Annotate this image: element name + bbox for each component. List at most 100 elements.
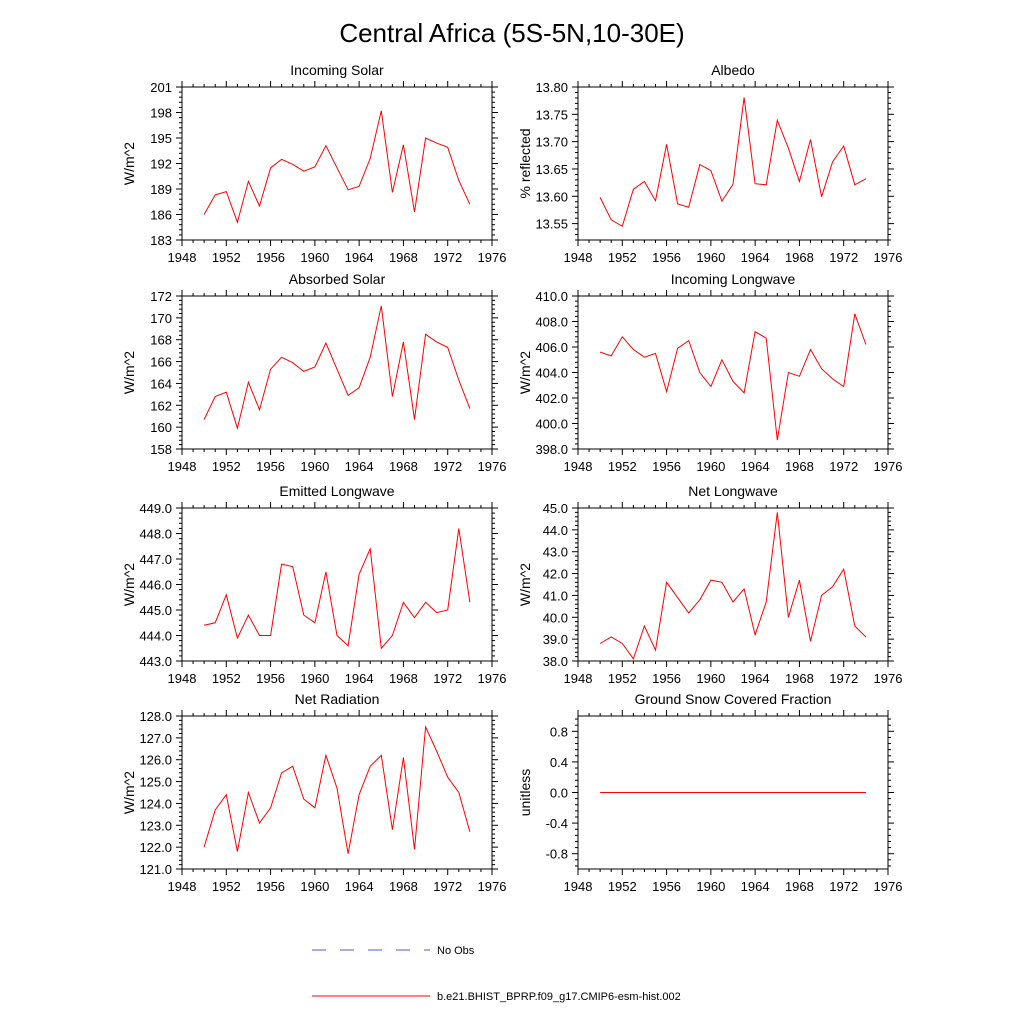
x-tick-label: 1964 [345,671,374,686]
panel-5: Net Longwave W/m^2 1948 1952 1956 1960 1964 196… [517,483,902,686]
y-tick-label: 168 [150,333,172,348]
y-tick-label: 402.0 [535,391,568,406]
series-line [203,305,471,431]
y-tick-label: 43.0 [543,545,568,560]
x-tick-label: 1972 [829,879,858,894]
y-axis-label: W/m^2 [121,142,137,185]
x-tick-label: 1964 [345,879,374,894]
y-axis-label: unitless [517,769,533,816]
x-tick-label: 1956 [652,671,681,686]
x-tick-label: 1960 [696,250,725,265]
y-tick-label: 42.0 [543,567,568,582]
y-tick-label: 408.0 [535,315,568,330]
panel-7: Ground Snow Covered Fraction unitless 1948… [517,691,902,894]
y-tick-label: 0.4 [550,755,568,770]
x-tick-label: 1972 [829,250,858,265]
panel-0: Incoming Solar W/m^2 1948 1952 1956 1960 1964 1… [121,62,506,265]
x-tick-label: 1956 [652,459,681,474]
x-tick-label: 1952 [212,879,241,894]
x-tick-label: 1948 [564,671,593,686]
y-tick-label: 444.0 [139,629,172,644]
y-tick-label: 404.0 [535,366,568,381]
plot-frame [577,295,889,450]
y-tick-label: 158 [150,442,172,457]
y-tick-label: 443.0 [139,654,172,669]
series-line [599,313,867,441]
panels: Incoming Solar W/m^2 1948 1952 1956 1960 1964 1… [121,62,902,894]
series-line [203,110,471,224]
panel-3: Incoming Longwave W/m^2 1948 1952 1956 1960 19… [517,271,902,474]
y-tick-label: 126.0 [139,753,172,768]
y-tick-label: 13.70 [535,135,568,150]
x-tick-label: 1956 [256,671,285,686]
y-tick-label: 195 [150,131,172,146]
x-tick-label: 1976 [478,250,507,265]
y-tick-label: 38.0 [543,654,568,669]
y-tick-label: 45.0 [543,501,568,516]
x-tick-label: 1956 [652,250,681,265]
y-tick-label: 123.0 [139,818,172,833]
x-tick-label: 1960 [696,879,725,894]
x-tick-label: 1976 [874,459,903,474]
x-tick-label: 1948 [168,250,197,265]
y-tick-label: 170 [150,311,172,326]
x-tick-label: 1972 [433,671,462,686]
y-tick-label: 445.0 [139,603,172,618]
y-tick-label: 189 [150,182,172,197]
x-tick-label: 1968 [785,879,814,894]
x-tick-label: 1972 [829,459,858,474]
panel-1: Albedo % reflected 1948 1952 1956 1960 1964 196… [517,62,902,265]
legend-label-model: b.e21.BHIST_BPRP.f09_g17.CMIP6-esm-hist.… [437,991,681,1003]
y-axis-label: W/m^2 [121,351,137,394]
x-tick-label: 1960 [300,879,329,894]
y-tick-label: 40.0 [543,610,568,625]
y-tick-label: 122.0 [139,840,172,855]
x-tick-label: 1960 [300,250,329,265]
y-tick-label: 186 [150,208,172,223]
panel-title: Net Longwave [688,483,778,499]
y-axis-label: W/m^2 [517,563,533,606]
y-tick-label: 166 [150,355,172,370]
y-tick-label: 44.0 [543,523,568,538]
x-tick-label: 1960 [300,671,329,686]
x-tick-label: 1976 [874,250,903,265]
x-tick-label: 1960 [696,459,725,474]
y-tick-label: 162 [150,398,172,413]
x-tick-label: 1948 [168,879,197,894]
plot-frame [181,507,493,662]
x-tick-label: 1976 [478,459,507,474]
x-tick-label: 1972 [433,879,462,894]
legend-label-no-obs: No Obs [437,945,475,957]
x-tick-label: 1968 [389,879,418,894]
y-tick-label: 448.0 [139,527,172,542]
x-tick-label: 1964 [345,459,374,474]
x-tick-label: 1952 [212,459,241,474]
y-tick-label: 198 [150,106,172,121]
x-tick-label: 1956 [256,879,285,894]
x-tick-label: 1964 [345,250,374,265]
panel-4: Emitted Longwave W/m^2 1948 1952 1956 1960 196… [121,483,506,686]
plot-frame [181,295,493,450]
y-tick-label: 410.0 [535,289,568,304]
x-tick-label: 1968 [785,671,814,686]
panel-6: Net Radiation W/m^2 1948 1952 1956 1960 1964 19… [121,691,506,894]
y-tick-label: 121.0 [139,862,172,877]
x-tick-label: 1968 [785,459,814,474]
y-axis-label: W/m^2 [517,351,533,394]
series-line [599,512,867,660]
plot-frame [181,715,493,870]
x-tick-label: 1956 [652,879,681,894]
series-line [599,97,867,228]
plot-frame [577,86,889,241]
y-axis-label: % reflected [517,128,533,198]
panel-title: Incoming Solar [290,62,384,78]
y-tick-label: 128.0 [139,709,172,724]
y-tick-label: 201 [150,80,172,95]
x-tick-label: 1952 [608,459,637,474]
series-line [203,724,471,854]
x-tick-label: 1948 [168,459,197,474]
series-line [203,528,471,650]
x-tick-label: 1964 [741,879,770,894]
y-tick-label: 172 [150,289,172,304]
